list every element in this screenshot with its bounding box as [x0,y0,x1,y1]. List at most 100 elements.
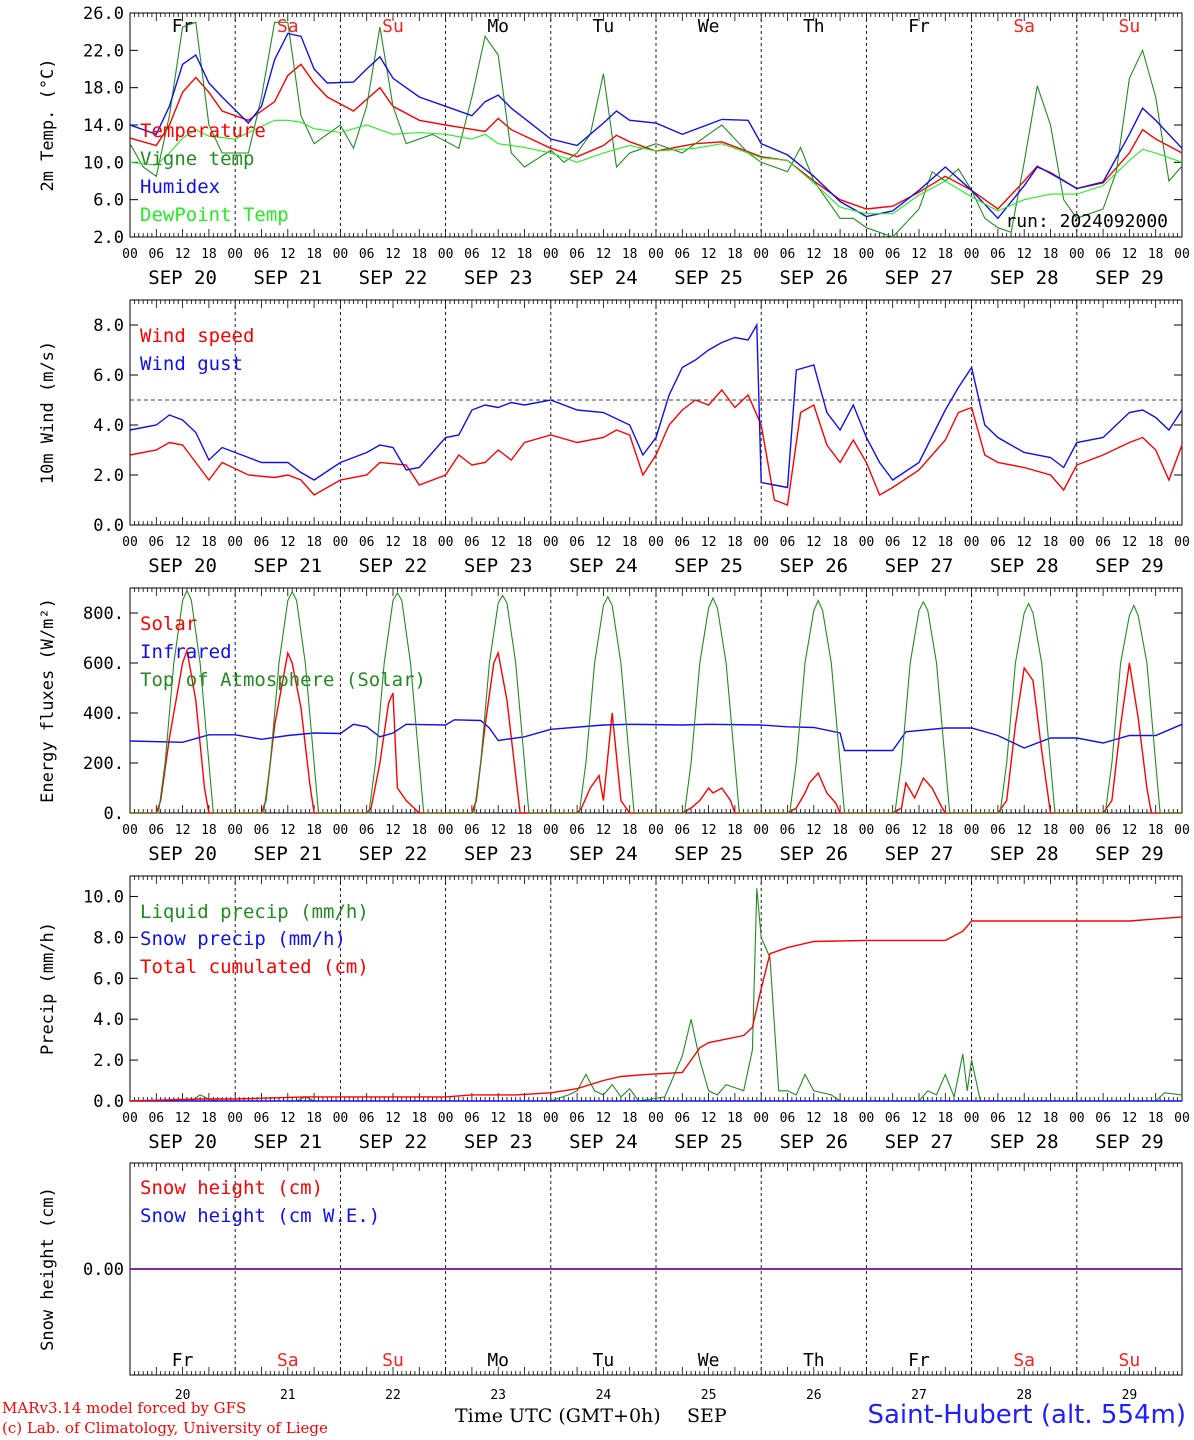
date-label: SEP 24 [569,555,638,577]
lab-credit: (c) Lab. of Climatology, University of L… [2,1419,328,1437]
hour-tick-label: 18 [937,1111,953,1126]
weekday-label: Mo [487,1350,509,1371]
hour-tick-label: 00 [1069,1111,1085,1126]
hour-tick-label: 06 [148,1111,164,1126]
series-line-dewpoint-temp [129,119,1183,215]
hour-tick-label: 06 [148,535,164,550]
hour-tick-label: 00 [227,1111,243,1126]
hour-tick-label: 00 [227,535,243,550]
weekday-label: Sa [1013,16,1035,37]
hour-tick-label: 18 [411,823,427,838]
hour-tick-label: 00 [753,247,769,262]
hour-tick-label: 06 [674,247,690,262]
date-label: SEP 29 [1095,267,1164,289]
hour-tick-label: 18 [1043,535,1059,550]
date-label: SEP 24 [569,1131,638,1153]
hour-tick-label: 00 [753,1111,769,1126]
date-label: SEP 27 [885,267,954,289]
y-tick-label: 200. [83,754,124,774]
hour-tick-label: 00 [1069,247,1085,262]
hour-tick-label: 12 [596,1111,612,1126]
hour-tick-label: 06 [1095,823,1111,838]
hour-tick-label: 06 [780,247,796,262]
date-label: SEP 21 [253,555,322,577]
hour-tick-label: 06 [359,1111,375,1126]
y-tick-label: 0.0 [93,516,124,536]
hour-tick-label: 18 [832,1111,848,1126]
model-credit: MARv3.14 model forced by GFS [2,1399,247,1417]
weekday-label: We [698,16,720,37]
legend-entry: Snow precip (mm/h) [140,928,346,950]
hour-tick-label: 00 [1069,823,1085,838]
hour-tick-label: 06 [254,535,270,550]
date-label: SEP 23 [464,555,533,577]
hour-tick-label: 06 [464,1111,480,1126]
hour-tick-label: 06 [569,535,585,550]
hour-tick-label: 00 [859,535,875,550]
hour-tick-label: 12 [806,535,822,550]
hour-tick-label: 00 [543,823,559,838]
hour-tick-label: 06 [780,823,796,838]
weekday-label: We [698,1350,720,1371]
legend-entry: Wind gust [140,353,243,375]
y-tick-label: 10.0 [83,153,124,173]
hour-tick-label: 00 [438,535,454,550]
hour-tick-label: 06 [254,1111,270,1126]
hour-tick-label: 18 [517,247,533,262]
time-ticks [129,1163,1183,1375]
hour-tick-label: 12 [806,823,822,838]
hour-tick-label: 12 [911,535,927,550]
hour-tick-label: 06 [990,823,1006,838]
hour-tick-label: 18 [1148,1111,1164,1126]
date-label: SEP 21 [253,267,322,289]
hour-tick-label: 06 [885,247,901,262]
y-tick-label: 18.0 [83,79,124,99]
y-tick-label: 8.0 [93,316,124,336]
hour-tick-label: 00 [964,823,980,838]
hour-tick-label: 00 [648,1111,664,1126]
hour-tick-label: 06 [780,535,796,550]
legend-entry: Solar [140,613,197,635]
hour-tick-label: 12 [385,1111,401,1126]
y-tick-label: 4.0 [93,416,124,436]
hour-tick-label: 12 [701,535,717,550]
hour-tick-label: 12 [1122,1111,1138,1126]
hour-tick-label: 18 [306,1111,322,1126]
hour-tick-label: 06 [1095,535,1111,550]
day-number-label: 25 [701,1388,717,1403]
y-axis-label: 10m Wind (m/s) [38,341,58,484]
panel-5: 0.00 Snow height (cm) Snow height (cm) Snow… [38,1162,1183,1403]
hour-tick-label: 00 [648,247,664,262]
hour-tick-label: 12 [385,535,401,550]
hour-tick-label: 06 [885,535,901,550]
hour-tick-label: 00 [333,247,349,262]
date-label: SEP 23 [464,1131,533,1153]
hour-tick-label: 18 [727,535,743,550]
hour-tick-label: 06 [569,823,585,838]
hour-tick-label: 00 [1174,247,1190,262]
hour-tick-label: 06 [674,1111,690,1126]
hour-tick-label: 06 [569,1111,585,1126]
hour-tick-label: 06 [1095,247,1111,262]
date-label: SEP 26 [779,267,848,289]
hour-tick-label: 18 [832,823,848,838]
hour-tick-label: 06 [990,1111,1006,1126]
hour-tick-label: 00 [1174,535,1190,550]
hour-tick-label: 12 [1016,823,1032,838]
hour-tick-label: 18 [1148,247,1164,262]
hour-tick-label: 12 [806,247,822,262]
date-label: SEP 21 [253,1131,322,1153]
hour-tick-label: 12 [490,823,506,838]
hour-tick-label: 18 [306,535,322,550]
hour-tick-label: 12 [490,535,506,550]
hour-tick-label: 06 [1095,1111,1111,1126]
y-tick-label: 10.0 [83,887,124,907]
y-tick-label: 4.0 [93,1010,124,1030]
hour-tick-label: 18 [517,535,533,550]
y-tick-label: 6.0 [93,191,124,211]
hour-tick-label: 12 [596,247,612,262]
weekday-label: Sa [277,1350,299,1371]
y-tick-label: 0.0 [93,1092,124,1112]
series-line-wind-gust [129,322,1183,489]
date-label: SEP 25 [674,267,743,289]
